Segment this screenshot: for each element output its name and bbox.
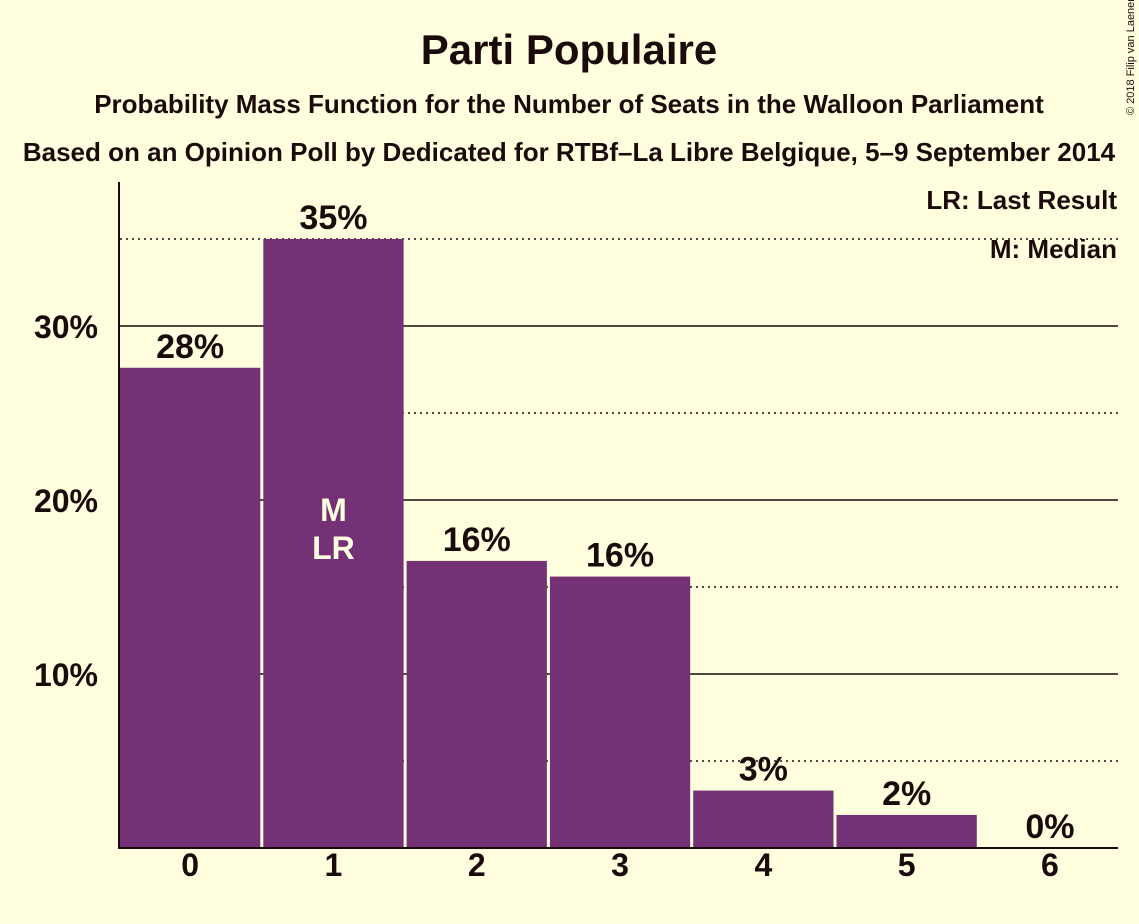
data-label-1: 35% [299,199,367,237]
bar-marker-lr: LR [312,530,355,566]
x-tick-2: 2 [468,847,486,883]
y-tick-30: 30% [34,309,98,345]
chart-subtitle-poll: Based on an Opinion Poll by Dedicated fo… [23,137,1116,167]
x-tick-0: 0 [181,847,199,883]
data-label-3: 16% [586,537,654,575]
bar-marker-m: M [320,492,347,528]
bar-4 [693,790,834,848]
legend: LR: Last Result M: Median [926,185,1117,264]
legend-entry-0: LR: Last Result [926,185,1117,215]
bar-0 [120,367,261,848]
bar-1 [263,239,404,848]
data-label-5: 2% [882,775,931,813]
copyright-text: © 2018 Filip van Laenen [1125,0,1137,115]
data-label-2: 16% [443,521,511,559]
chart-subtitle: Probability Mass Function for the Number… [94,89,1044,119]
x-tick-1: 1 [325,847,343,883]
x-tick-5: 5 [898,847,916,883]
x-tick-4: 4 [754,847,772,883]
x-tick-3: 3 [611,847,629,883]
y-tick-10: 10% [34,657,98,693]
axes: 0 1 2 3 4 5 6 10% 20% 30% [34,182,1118,883]
data-label-6: 0% [1025,808,1074,846]
bars: 28% 35% MLR 16% 16% 3% 2% 0% [120,199,1075,848]
data-label-0: 28% [156,328,224,366]
x-tick-6: 6 [1041,847,1059,883]
y-tick-20: 20% [34,483,98,519]
legend-entry-1: M: Median [990,234,1117,264]
bar-2 [406,560,547,848]
chart-title: Parti Populaire [421,26,717,73]
bar-3 [549,576,691,848]
data-label-4: 3% [739,751,788,789]
bar-5 [836,814,977,848]
